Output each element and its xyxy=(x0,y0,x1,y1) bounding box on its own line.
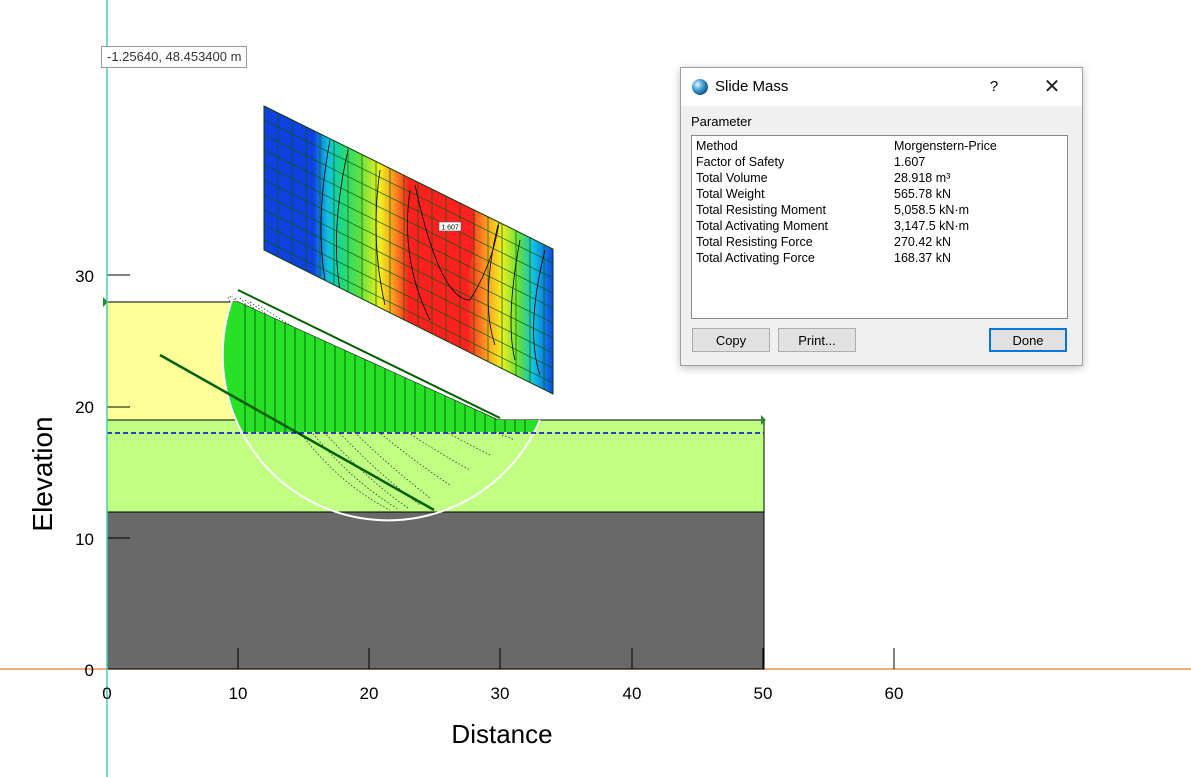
x-tick-label: 30 xyxy=(491,684,510,703)
bedrock-layer xyxy=(106,511,765,670)
fos-grid-outline xyxy=(263,105,554,395)
x-tick-label: 60 xyxy=(885,684,904,703)
dialog-title: Slide Mass xyxy=(715,78,789,95)
x-tick-label: 40 xyxy=(623,684,642,703)
param-name: Total Weight xyxy=(696,187,765,201)
param-value: 3,147.5 kN·m xyxy=(894,219,970,233)
param-value: 565.78 kN xyxy=(894,187,951,201)
param-name: Total Volume xyxy=(696,171,768,185)
param-name: Total Activating Moment xyxy=(696,219,829,233)
fos-label-box xyxy=(438,221,462,232)
param-name: Method xyxy=(696,139,738,153)
param-value: 5,058.5 kN·m xyxy=(894,203,970,217)
param-name: Factor of Safety xyxy=(696,155,785,169)
y-axis-title: Elevation xyxy=(27,416,58,531)
parameter-list[interactable]: Method Morgenstern-Price Factor of Safety… xyxy=(691,135,1068,319)
slide-mass-dialog: Slide Mass ? ✕ Parameter Method Morgenste… xyxy=(680,67,1083,366)
param-value: 1.607 xyxy=(894,155,926,169)
axis-ticks xyxy=(107,274,895,669)
param-value: Morgenstern-Price xyxy=(894,139,997,153)
cursor-coordinate-readout: -1.25640, 48.453400 m xyxy=(101,46,248,68)
fos-label: 1.607 xyxy=(441,225,459,232)
critical-slip-surface xyxy=(221,289,541,522)
param-name: Total Activating Force xyxy=(696,251,815,265)
copy-button[interactable]: Copy xyxy=(692,328,770,352)
right-boundary-marker xyxy=(761,415,766,425)
tension-crack-line xyxy=(159,353,435,512)
y-tick-label: 0 xyxy=(85,661,94,680)
x-tick-label: 20 xyxy=(360,684,379,703)
slip-extent-line xyxy=(237,289,501,419)
help-button[interactable]: ? xyxy=(989,78,999,95)
param-name: Total Resisting Moment xyxy=(696,203,826,217)
dialog-title-bar[interactable]: Slide Mass ? ✕ xyxy=(681,68,1082,106)
close-icon[interactable]: ✕ xyxy=(1043,76,1061,98)
param-value: 168.37 kN xyxy=(894,251,951,265)
x-axis-title: Distance xyxy=(451,719,552,749)
x-tick-label: 0 xyxy=(102,684,111,703)
middle-soil-layer xyxy=(106,419,765,513)
param-name: Total Resisting Force xyxy=(696,235,813,249)
done-button[interactable]: Done xyxy=(989,328,1067,352)
y-tick-label: 10 xyxy=(75,530,94,549)
param-value: 28.918 m³ xyxy=(894,171,951,185)
slide-app-icon xyxy=(692,79,708,95)
left-boundary-marker xyxy=(103,297,108,307)
x-tick-label: 50 xyxy=(754,684,773,703)
param-value: 270.42 kN xyxy=(894,235,951,249)
y-tick-label: 20 xyxy=(75,398,94,417)
y-tick-label: 30 xyxy=(75,267,94,286)
parameter-header: Parameter xyxy=(691,114,752,129)
x-tick-label: 10 xyxy=(229,684,248,703)
print-button[interactable]: Print... xyxy=(778,328,856,352)
